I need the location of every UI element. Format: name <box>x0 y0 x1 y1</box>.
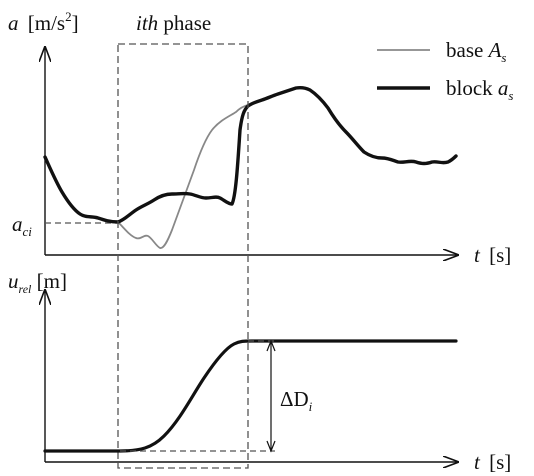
phase-label: ith phase <box>136 11 211 35</box>
delta-d-arrow-top <box>266 339 276 352</box>
phase-window <box>117 43 249 469</box>
legend-base-label: base As <box>446 38 506 65</box>
bottom-x-axis-label: t [s] <box>474 450 511 474</box>
bottom-panel: urel [m] t [s] ΔDi <box>8 269 511 474</box>
top-panel: a [m/s2] t [s] aci ith phase base As <box>8 9 513 267</box>
block-acceleration-curve <box>43 85 458 224</box>
delta-d-arrow-bottom <box>266 440 276 453</box>
legend-block-label: block as <box>446 76 513 103</box>
legend: base As block as <box>377 38 513 103</box>
top-x-axis-label: t [s] <box>474 243 511 267</box>
bottom-y-axis-label: urel [m] <box>8 269 67 296</box>
top-y-axis-label: a [m/s2] <box>8 9 79 35</box>
delta-d-label: ΔDi <box>280 387 313 414</box>
relative-displacement-curve <box>43 339 458 453</box>
base-acceleration-curve <box>117 104 249 249</box>
aci-label: aci <box>12 212 32 239</box>
